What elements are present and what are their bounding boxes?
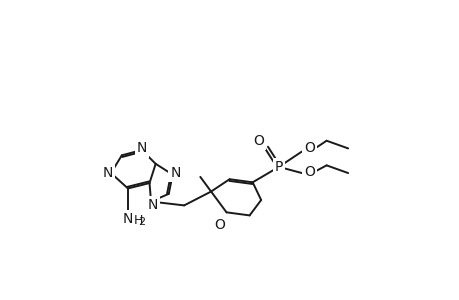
Text: 2: 2 — [138, 217, 145, 227]
Text: N: N — [136, 141, 147, 155]
Text: H: H — [133, 214, 142, 227]
Text: N: N — [102, 166, 113, 180]
Text: N: N — [147, 198, 157, 212]
Text: O: O — [303, 141, 314, 155]
Text: N: N — [170, 166, 180, 180]
Text: N: N — [123, 212, 133, 226]
Text: O: O — [253, 134, 264, 148]
Text: O: O — [303, 164, 314, 178]
Text: P: P — [274, 160, 282, 174]
Text: O: O — [214, 218, 224, 232]
